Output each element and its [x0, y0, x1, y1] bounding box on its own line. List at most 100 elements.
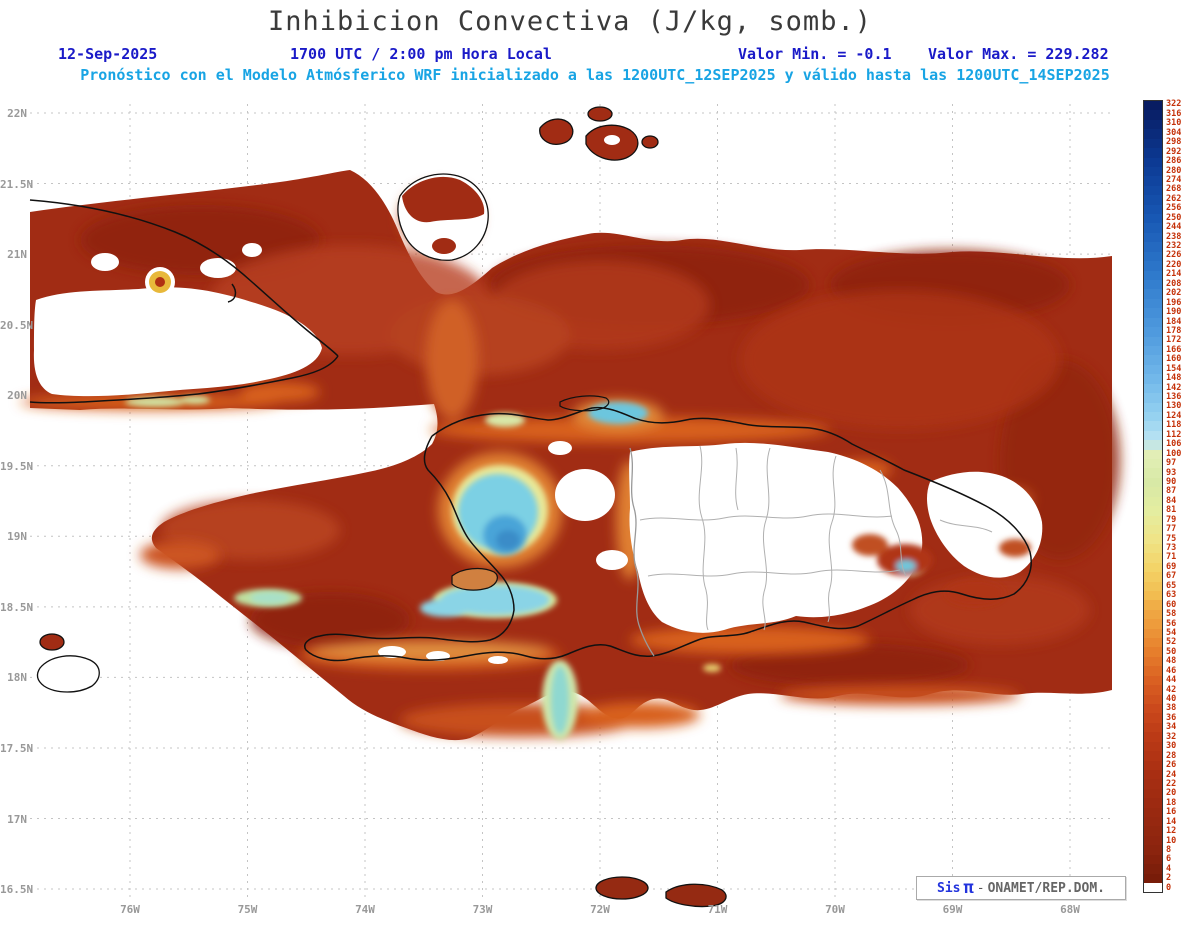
attribution-dash: -	[976, 880, 985, 896]
colorbar-tick-label: 142	[1166, 382, 1182, 393]
colorbar-segment	[1144, 534, 1162, 544]
colorbar-tick-label: 46	[1166, 665, 1177, 676]
colorbar-segment	[1144, 788, 1162, 799]
colorbar-segment	[1144, 270, 1162, 281]
lat-tick-label: 21N	[7, 248, 27, 262]
colorbar-tick-label: 118	[1166, 420, 1182, 431]
colorbar-tick-label: 112	[1166, 429, 1182, 440]
colorbar-tick-label: 304	[1166, 127, 1182, 138]
lon-tick-label: 75W	[237, 903, 258, 916]
colorbar-segment	[1144, 751, 1162, 761]
colorbar-tick-label: 202	[1166, 288, 1182, 299]
colorbar-tick-label: 280	[1166, 165, 1182, 176]
colorbar-segment	[1144, 317, 1162, 328]
lat-tick-label: 20.5N	[0, 318, 34, 332]
colorbar-segment	[1144, 694, 1162, 704]
colorbar-segment	[1144, 459, 1162, 469]
colorbar-segment	[1144, 195, 1162, 205]
colorbar-tick-label: 226	[1166, 250, 1182, 261]
colorbar-tick-label: 136	[1166, 392, 1182, 403]
colorbar-tick-label: 75	[1166, 533, 1177, 544]
colorbar-segment	[1144, 110, 1162, 120]
colorbar-segment	[1144, 477, 1162, 488]
colorbar-tick-label: 14	[1166, 816, 1177, 827]
colorbar-tick-label: 322	[1166, 99, 1182, 110]
lat-tick-label: 17.5N	[0, 741, 34, 755]
colorbar-tick-label: 56	[1166, 618, 1177, 629]
colorbar-segment	[1144, 864, 1162, 874]
colorbar-tick-label: 220	[1166, 259, 1182, 270]
colorbar-segment	[1144, 289, 1162, 299]
colorbar-segment	[1144, 543, 1162, 554]
haiti-dr-border	[629, 447, 655, 657]
colorbar-segment	[1144, 619, 1162, 629]
colorbar-segment	[1144, 440, 1162, 450]
colorbar-segment	[1144, 251, 1162, 262]
hispaniola-coastline	[304, 406, 1032, 662]
colorbar-segment	[1144, 487, 1162, 497]
colorbar-segment	[1144, 704, 1162, 714]
colorbar-segment	[1144, 449, 1162, 460]
colorbar-tick-label: 268	[1166, 184, 1182, 195]
colorbar-segment	[1144, 572, 1162, 582]
colorbar-segment	[1144, 798, 1162, 808]
colorbar-segment	[1144, 327, 1162, 337]
colorbar-segment	[1144, 345, 1162, 356]
colorbar-tick-label: 42	[1166, 684, 1177, 695]
colorbar-tick-label: 292	[1166, 146, 1182, 157]
dr-province-boundaries	[639, 445, 993, 631]
colorbar-segment	[1144, 638, 1162, 648]
southwest-island	[36, 633, 100, 693]
lon-tick-label: 76W	[120, 903, 140, 916]
colorbar-segment	[1144, 223, 1162, 233]
colorbar-segment	[1144, 402, 1162, 412]
colorbar-tick-label: 178	[1166, 325, 1182, 336]
colorbar-tick-label: 60	[1166, 599, 1177, 610]
page-title: Inhibicion Convectiva (J/kg, somb.)	[268, 6, 872, 37]
colorbar-tick-label: 12	[1166, 826, 1177, 837]
colorbar-tick-label: 0	[1166, 882, 1172, 893]
colorbar-tick-label: 73	[1166, 543, 1177, 554]
colorbar-tick-label: 10	[1166, 835, 1177, 846]
colorbar-tick-label: 298	[1166, 137, 1182, 148]
attribution-org: ONAMET/REP.DOM.	[987, 880, 1105, 896]
colorbar-segment	[1144, 214, 1162, 224]
colorbar-segment	[1144, 176, 1162, 186]
colorbar-tick-label: 6	[1166, 854, 1172, 865]
colorbar-tick-label: 63	[1166, 590, 1177, 601]
sis-logo-text: Sis	[937, 880, 961, 896]
southern-islands	[595, 876, 727, 908]
cuba-coastline	[29, 199, 339, 404]
colorbar-segment	[1144, 393, 1162, 403]
colorbar-tick-label: 28	[1166, 750, 1177, 761]
colorbar-tick-label: 65	[1166, 580, 1177, 591]
colorbar-tick-label: 93	[1166, 467, 1177, 478]
colorbar-segment	[1144, 854, 1162, 865]
colorbar-segment	[1144, 308, 1162, 318]
forecast-time: 1700 UTC / 2:00 pm Hora Local	[290, 45, 552, 63]
lon-tick-label: 71W	[707, 903, 728, 916]
colorbar-tick-label: 148	[1166, 373, 1182, 384]
colorbar-segment	[1144, 355, 1162, 365]
colorbar-tick-label: 172	[1166, 335, 1182, 346]
colorbar-tick-label: 58	[1166, 609, 1177, 620]
colorbar-tick-label: 250	[1166, 212, 1182, 223]
colorbar-tick-label: 310	[1166, 118, 1182, 129]
colorbar-segment	[1144, 685, 1162, 695]
colorbar-tick-label: 22	[1166, 778, 1177, 789]
colorbar-labels: 322 316 310 304 298 292 286 280 274 268 262 256 250 2…	[1166, 100, 1196, 893]
colorbar-segment	[1144, 298, 1162, 309]
colorbar-segment	[1144, 581, 1162, 591]
colorbar-segment	[1144, 675, 1162, 686]
valor-max-label: Valor Max. = 229.282	[928, 45, 1109, 63]
colorbar-segment	[1144, 148, 1162, 158]
colorbar-segment	[1144, 817, 1162, 827]
colorbar-tick-label: 32	[1166, 731, 1177, 742]
colorbar-segment	[1144, 779, 1162, 789]
colorbar-segment	[1144, 101, 1162, 111]
colorbar-segment	[1144, 138, 1162, 149]
colorbar-segment	[1144, 129, 1162, 139]
colorbar-tick-label: 244	[1166, 222, 1182, 233]
colorbar-segment	[1144, 411, 1162, 422]
